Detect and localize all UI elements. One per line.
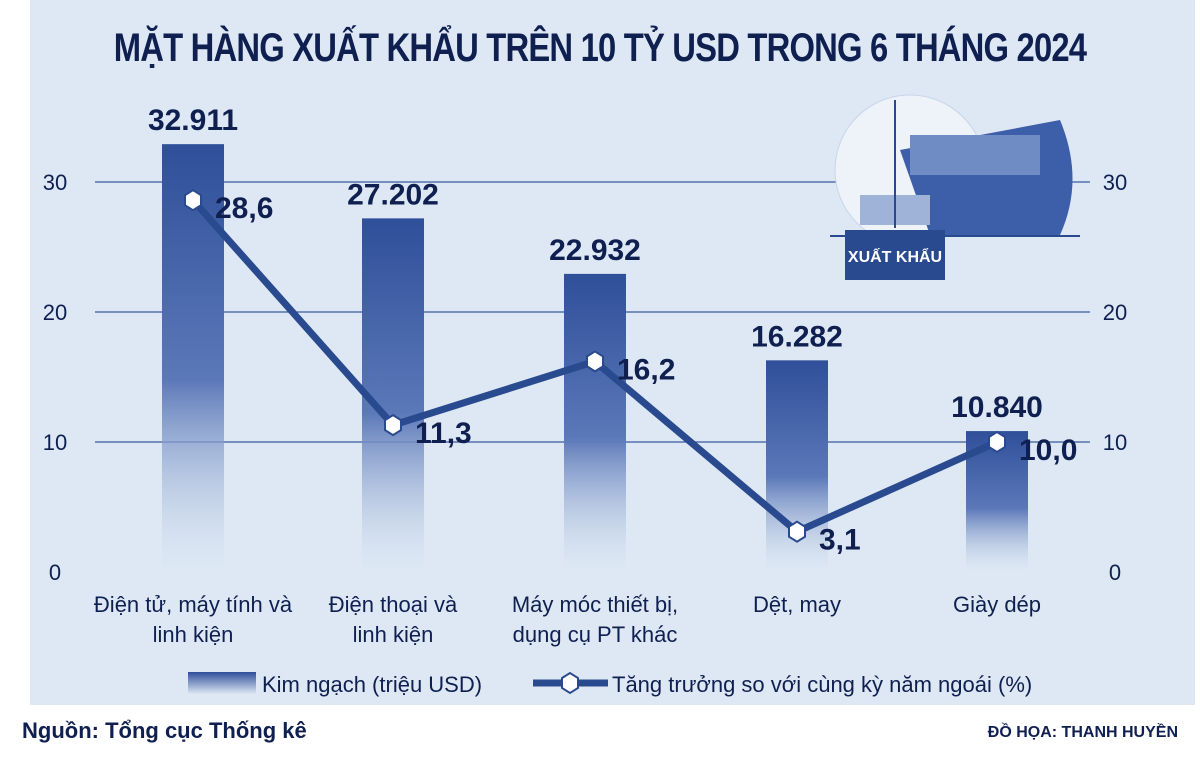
y-tick-right: 30 xyxy=(1103,170,1127,195)
y-tick-left: 20 xyxy=(43,300,67,325)
category-label: dụng cụ PT khác xyxy=(513,622,678,647)
y-tick-right: 20 xyxy=(1103,300,1127,325)
growth-value-label: 11,3 xyxy=(415,417,472,450)
bar-value-label: 22.932 xyxy=(549,234,641,267)
y-tick-right: 0 xyxy=(1109,560,1121,585)
category-label: Máy móc thiết bị, xyxy=(512,592,678,617)
growth-value-label: 3,1 xyxy=(819,524,861,557)
growth-point xyxy=(184,189,202,212)
bar-value-label: 32.911 xyxy=(148,104,238,137)
category-label: linh kiện xyxy=(153,622,234,647)
bar-value-label: 27.202 xyxy=(347,178,439,211)
source-note: Nguồn: Tổng cục Thống kê xyxy=(22,718,307,743)
bar xyxy=(362,218,424,572)
legend-bar-label: Kim ngạch (triệu USD) xyxy=(262,672,482,697)
growth-point xyxy=(384,413,402,437)
bar-value-label: 16.282 xyxy=(751,320,843,353)
legend-bar-swatch xyxy=(188,672,256,694)
growth-point xyxy=(988,430,1006,454)
legend-line-marker xyxy=(561,671,579,695)
category-label: Điện tử, máy tính và xyxy=(94,592,293,617)
category-label: linh kiện xyxy=(353,622,434,647)
growth-value-label: 10,0 xyxy=(1019,434,1077,467)
y-tick-left: 0 xyxy=(49,560,61,585)
category-label: Điện thoại và xyxy=(329,592,458,617)
y-tick-left: 10 xyxy=(43,430,67,455)
growth-value-label: 16,2 xyxy=(617,353,675,386)
legend-line-label: Tăng trưởng so với cùng kỳ năm ngoái (%) xyxy=(612,672,1032,697)
bar-value-label: 10.840 xyxy=(951,391,1043,424)
growth-point xyxy=(586,350,604,373)
ship-illustration: XUẤT KHẨU xyxy=(830,94,1080,280)
chart-title: MẶT HÀNG XUẤT KHẨU TRÊN 10 TỶ USD TRONG … xyxy=(113,26,1087,70)
y-tick-right: 10 xyxy=(1103,430,1127,455)
bar xyxy=(162,144,224,573)
graphic-credit: ĐỒ HỌA: THANH HUYỀN xyxy=(987,724,1178,741)
growth-point xyxy=(788,520,806,543)
category-label: Giày dép xyxy=(953,592,1041,617)
illustration-label: XUẤT KHẨU xyxy=(848,247,942,266)
y-tick-left: 30 xyxy=(43,170,67,195)
growth-value-label: 28,6 xyxy=(215,192,273,225)
category-label: Dệt, may xyxy=(753,592,841,617)
bar xyxy=(564,273,626,572)
